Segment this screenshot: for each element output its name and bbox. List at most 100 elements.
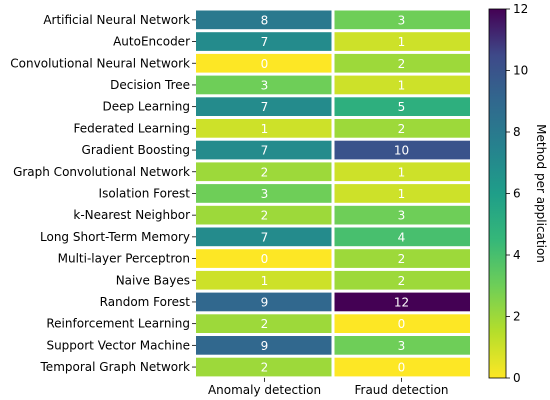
row-label: Gradient Boosting — [82, 143, 190, 157]
row-label: Decision Tree — [110, 78, 190, 92]
heatmap-cell — [196, 227, 332, 247]
colorbar-tick-label: 2 — [513, 310, 521, 324]
cell-value-label: 1 — [398, 78, 406, 92]
cell-value-label: 3 — [398, 209, 406, 223]
colorbar-tick-label: 8 — [513, 125, 521, 139]
cell-value-label: 2 — [398, 274, 406, 288]
heatmap-cell — [196, 53, 332, 73]
heatmap-cell — [334, 53, 470, 73]
heatmap-cell — [334, 227, 470, 247]
cell-value-label: 0 — [398, 361, 406, 375]
heatmap-cells: 8 37 10 23 17 51 27 102 13 12 37 40 21 29 122 09 32 0 — [196, 10, 470, 377]
cell-value-label: 7 — [261, 100, 269, 114]
cell-value-label: 5 — [398, 100, 406, 114]
row-label: Federated Learning — [73, 121, 190, 135]
cell-value-label: 0 — [398, 317, 406, 331]
cell-value-label: 2 — [261, 317, 269, 331]
heatmap-cell — [334, 140, 470, 160]
heatmap-cell — [334, 205, 470, 225]
row-label: Artificial Neural Network — [43, 13, 190, 27]
row-label: Deep Learning — [102, 100, 190, 114]
cell-value-label: 0 — [261, 57, 269, 71]
heatmap-cell — [334, 184, 470, 203]
heatmap-cell — [334, 336, 470, 355]
cell-value-label: 3 — [398, 13, 406, 27]
row-label: k-Nearest Neighbor — [73, 208, 190, 222]
column-label: Fraud detection — [354, 383, 448, 397]
heatmap-cell — [334, 97, 470, 116]
heatmap-cell — [196, 119, 332, 138]
cell-value-label: 2 — [398, 57, 406, 71]
heatmap-cell — [196, 184, 332, 203]
heatmap-cell — [196, 140, 332, 160]
cell-value-label: 1 — [261, 122, 269, 136]
cell-value-label: 1 — [398, 187, 406, 201]
heatmap-cell — [334, 357, 470, 377]
colorbar-label: Method per application — [534, 124, 548, 263]
row-labels: Artificial Neural Network AutoEncoder Conv… — [10, 13, 196, 374]
colorbar-tick-label: 4 — [513, 248, 521, 262]
column-labels: Anomaly detection Fraud detection — [208, 377, 449, 397]
cell-value-label: 4 — [398, 230, 406, 244]
column-label: Anomaly detection — [208, 383, 321, 397]
colorbar-tick-label: 10 — [513, 64, 528, 78]
cell-value-label: 12 — [394, 295, 409, 309]
cell-value-label: 7 — [261, 144, 269, 158]
cell-value-label: 2 — [261, 165, 269, 179]
cell-value-label: 3 — [261, 78, 269, 92]
cell-value-label: 1 — [398, 35, 406, 49]
cell-value-label: 9 — [261, 339, 269, 353]
cell-value-label: 3 — [398, 339, 406, 353]
colorbar: 0 2 4 6 8 10 12 Method per application — [488, 2, 548, 385]
cell-value-label: 2 — [398, 122, 406, 136]
heatmap-cell — [196, 97, 332, 116]
cell-value-label: 9 — [261, 295, 269, 309]
row-label: Naive Bayes — [116, 273, 190, 287]
row-label: Graph Convolutional Network — [13, 165, 190, 179]
colorbar-tick-label: 6 — [513, 187, 521, 201]
heatmap-cell — [334, 314, 470, 333]
heatmap-cell — [196, 357, 332, 377]
heatmap-cell — [334, 162, 470, 182]
row-label: Reinforcement Learning — [46, 317, 190, 331]
cell-value-label: 7 — [261, 230, 269, 244]
cell-value-label: 2 — [261, 209, 269, 223]
row-label: Multi-layer Perceptron — [58, 252, 190, 266]
heatmap-cell — [196, 336, 332, 355]
heatmap-cell — [196, 292, 332, 312]
colorbar-tick-label: 12 — [513, 2, 528, 16]
heatmap-cell — [196, 314, 332, 333]
cell-value-label: 7 — [261, 35, 269, 49]
cell-value-label: 2 — [261, 361, 269, 375]
row-label: Convolutional Neural Network — [10, 56, 190, 70]
row-label: Random Forest — [100, 295, 191, 309]
heatmap-cell — [196, 270, 332, 290]
heatmap-cell — [196, 10, 332, 30]
cell-value-label: 8 — [261, 13, 269, 27]
heatmap-cell — [196, 249, 332, 268]
cell-value-label: 3 — [261, 187, 269, 201]
heatmap-cell — [334, 32, 470, 51]
colorbar-tick-label: 0 — [513, 371, 521, 385]
row-label: Long Short-Term Memory — [40, 230, 190, 244]
heatmap-cell — [334, 75, 470, 95]
heatmap-cell — [196, 75, 332, 95]
cell-value-label: 1 — [398, 165, 406, 179]
row-label: Support Vector Machine — [46, 338, 190, 352]
cell-value-label: 1 — [261, 274, 269, 288]
heatmap-cell — [196, 162, 332, 182]
heatmap-cell — [196, 32, 332, 51]
cell-value-label: 0 — [261, 252, 269, 266]
heatmap-cell — [334, 10, 470, 30]
heatmap-cell — [334, 249, 470, 268]
heatmap-cell — [196, 205, 332, 225]
cell-value-label: 2 — [398, 252, 406, 266]
heatmap-cell — [334, 292, 470, 312]
cell-value-label: 10 — [394, 144, 409, 158]
row-label: Isolation Forest — [99, 186, 191, 200]
heatmap-cell — [334, 119, 470, 138]
colorbar-gradient — [488, 8, 507, 379]
row-label: Temporal Graph Network — [40, 360, 191, 374]
row-label: AutoEncoder — [113, 35, 190, 49]
